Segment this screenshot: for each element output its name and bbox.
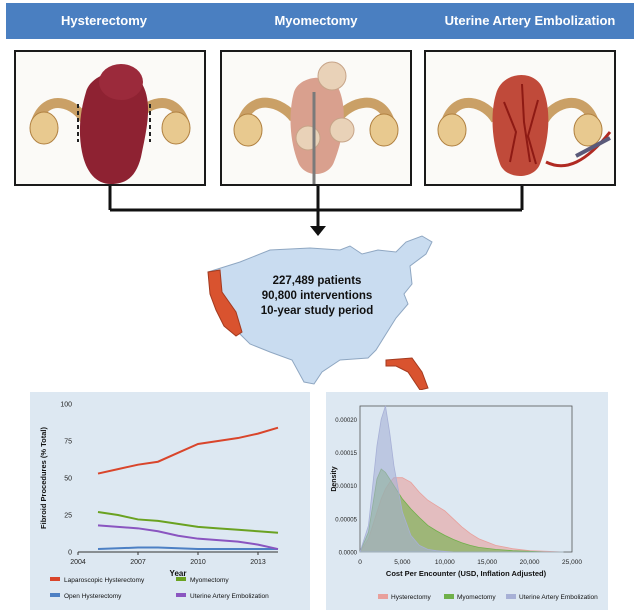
legend-swatch — [176, 593, 186, 597]
legend-swatch — [50, 577, 60, 581]
series-line-open-hysterectomy — [97, 546, 278, 551]
density-area-uterine-artery-embolization — [359, 405, 564, 553]
y-tick-label: 0.00015 — [335, 451, 357, 457]
legend-swatch — [50, 593, 60, 597]
legend-label: Uterine Artery Embolization — [519, 594, 598, 601]
header-label-hysterectomy: Hysterectomy — [61, 13, 147, 28]
legend-swatch — [444, 594, 454, 599]
header-label-uae: Uterine Artery Embolization — [444, 13, 616, 28]
y-tick-label: 25 — [64, 513, 72, 520]
x-tick-label: 0 — [358, 559, 362, 566]
header-label-myomectomy: Myomectomy — [274, 13, 358, 28]
y-tick-label: 0.00010 — [335, 484, 357, 490]
density-chart-panel: 0 5,000 10,000 15,000 20,000 25,000 0.0000 0.00… — [326, 392, 608, 610]
x-tick-label: 15,000 — [477, 559, 497, 566]
x-axis-title: Cost Per Encounter (USD, Inflation Adjus… — [386, 569, 547, 578]
y-tick-label: 0.00020 — [335, 418, 357, 424]
series-line-myomectomy — [97, 511, 279, 534]
uae-illustration — [424, 50, 616, 186]
y-tick-label: 75 — [64, 439, 72, 446]
density-chart: 0 5,000 10,000 15,000 20,000 25,000 0.0000 0.00… — [331, 405, 598, 601]
x-tick-label: 2013 — [250, 559, 266, 566]
x-tick-label: 2004 — [70, 559, 86, 566]
legend-swatch — [378, 594, 388, 599]
legend-label: Laparoscopic Hysterectomy — [64, 577, 145, 584]
hysterectomy-illustration — [14, 50, 206, 186]
y-tick-label: 0.0000 — [339, 551, 358, 557]
x-tick-label: 20,000 — [520, 559, 540, 566]
y-tick-label: 0 — [68, 550, 72, 557]
y-axis-title: Fibroid Procedures (% Total) — [39, 427, 48, 529]
y-axis-title: Density — [331, 466, 338, 491]
legend-label: Myomectomy — [457, 594, 496, 601]
connector-bracket — [108, 186, 524, 236]
legend-label: Uterine Artery Embolization — [190, 593, 269, 600]
study-stats: 227,489 patients 90,800 interventions 10… — [232, 274, 402, 319]
y-tick-label: 0.00005 — [335, 517, 357, 523]
y-tick-label: 50 — [64, 476, 72, 483]
legend-label: Myomectomy — [190, 577, 229, 584]
series-line-uterine-artery-embolization — [97, 524, 279, 551]
series-line-laparoscopic-hysterectomy — [97, 426, 279, 475]
line-chart-panel: 2004 2007 2010 2013 0 25 50 75 100 Year Fibroid Pr… — [30, 392, 310, 610]
x-tick-label: 2007 — [130, 559, 146, 566]
line-chart: 2004 2007 2010 2013 0 25 50 75 100 Year Fibroid Pr… — [39, 402, 279, 600]
x-tick-label: 5,000 — [394, 559, 411, 566]
patients-count: 227,489 patients — [272, 275, 362, 287]
legend-label: Hysterectomy — [391, 594, 431, 601]
x-tick-label: 25,000 — [562, 559, 582, 566]
legend-swatch — [176, 577, 186, 581]
x-axis-title: Year — [170, 569, 187, 578]
x-tick-label: 2010 — [190, 559, 206, 566]
study-period: 10-year study period — [260, 305, 374, 317]
myomectomy-illustration — [220, 50, 412, 186]
header-band: Hysterectomy Myomectomy Uterine Artery E… — [6, 3, 634, 39]
x-tick-label: 10,000 — [435, 559, 455, 566]
legend-swatch — [506, 594, 516, 599]
us-map — [207, 235, 433, 390]
legend-label: Open Hysterectomy — [64, 593, 122, 600]
y-tick-label: 100 — [60, 402, 72, 409]
interventions-count: 90,800 interventions — [261, 290, 373, 302]
